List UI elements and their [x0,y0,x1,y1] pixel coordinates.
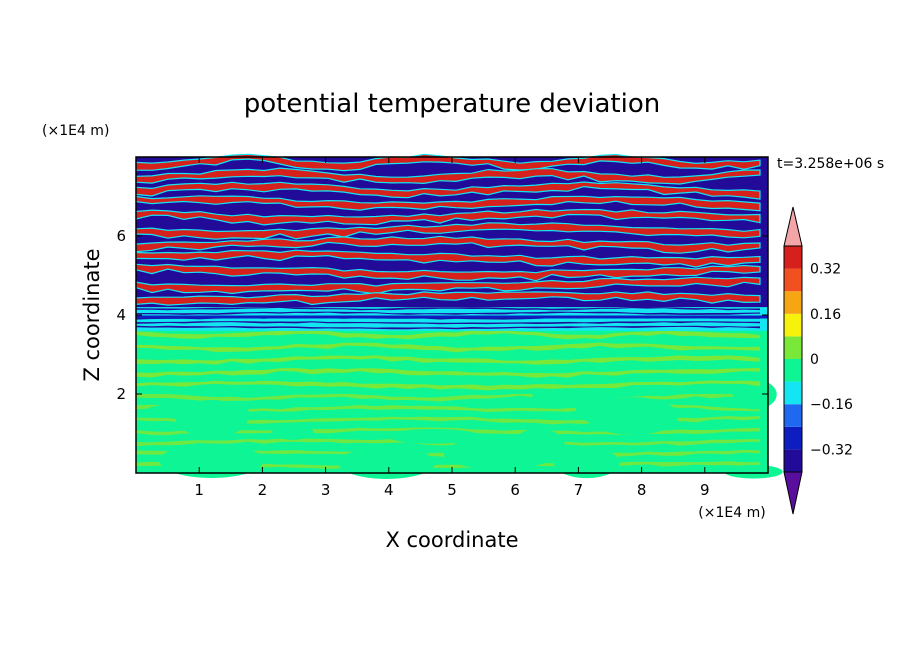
field-contour-edge [135,181,761,200]
colorbar-frame [783,245,803,473]
field-contour-edge [135,195,761,212]
field-stripe [136,222,760,240]
y-axis: 2 4 6 [116,227,768,403]
colorbar-segment [784,426,802,450]
field-stripe [136,168,760,184]
colorbar: 0.32 0.16 0 −0.16 −0.32 [783,206,853,515]
field-contour-edge [135,222,761,240]
colorbar-segment [784,291,802,314]
colorbar-segment [784,404,802,427]
field-stripe [136,355,760,365]
colorbar-top-arrow [783,206,803,247]
colorbar-segment [784,246,802,269]
field-stripe [136,250,760,268]
colorbar-label: 0.32 [810,262,841,278]
colorbar-segment [784,381,802,405]
x-tick-label: 1 [194,481,204,499]
field-contour-edge [135,249,761,268]
field-contour-edge [135,235,761,254]
colorbar-segment [784,336,802,359]
colorbar-segment [784,268,802,292]
colorbar-label: 0 [810,352,819,368]
x-tick-label: 2 [258,481,268,499]
colorbar-bottom-arrow [783,471,803,515]
field-stripe [136,404,760,412]
y-tick-label: 6 [116,227,126,245]
y-unit-label: (×1E4 m) [42,123,109,139]
field-patch [159,443,264,478]
field-stripe [136,342,760,353]
x-tick-label: 6 [510,481,520,499]
field-stripe [136,368,760,378]
field-contour-edge [135,291,761,306]
field-patch [338,447,436,479]
field-patch [175,399,248,438]
colorbar-label: −0.16 [810,397,853,413]
field-patch [575,389,623,425]
field-stripe [136,321,760,325]
field-patch [553,447,620,479]
field-patch [724,464,783,479]
colorbar-segment [784,359,802,382]
time-label: t=3.258e+06 s [777,156,884,172]
x-tick-label: 9 [700,481,710,499]
field-stripe [136,306,760,311]
contour-field [135,153,783,479]
field-stripe [136,195,760,211]
field-patch [387,428,481,444]
x-tick-label: 5 [447,481,457,499]
field-patch [443,437,556,470]
field-contour-edge [135,167,761,185]
field-stripe [136,277,760,294]
chart-title: potential temperature deviation [244,89,660,119]
x-tick-label: 4 [384,481,394,499]
colorbar-label: 0.16 [810,307,841,323]
field-patch [271,424,314,440]
y-axis-label: Z coordinate [80,248,104,381]
x-tick-label: 7 [574,481,584,499]
x-unit-label: (×1E4 m) [698,505,765,521]
x-axis: 1 2 3 4 5 6 7 8 9 [194,157,710,499]
field-stripe [136,311,760,315]
field-stripe [136,182,760,200]
field-stripe [136,325,760,330]
colorbar-label: −0.32 [810,442,853,458]
colorbar-segment [784,449,802,472]
x-tick-label: 3 [321,481,331,499]
field-stripe [136,380,760,391]
colorbar-segment [784,313,802,337]
x-tick-label: 8 [637,481,647,499]
field-contour-edge [135,263,761,282]
y-tick-label: 2 [116,385,126,403]
x-axis-label: X coordinate [385,528,518,552]
field-stripe [136,209,760,225]
field-stripe [136,461,760,469]
field-contour-edge [135,153,761,172]
y-tick-label: 4 [116,306,126,324]
field-contour-edge [135,208,761,226]
field-contour-edge [135,276,761,295]
field-stripe [136,330,760,340]
